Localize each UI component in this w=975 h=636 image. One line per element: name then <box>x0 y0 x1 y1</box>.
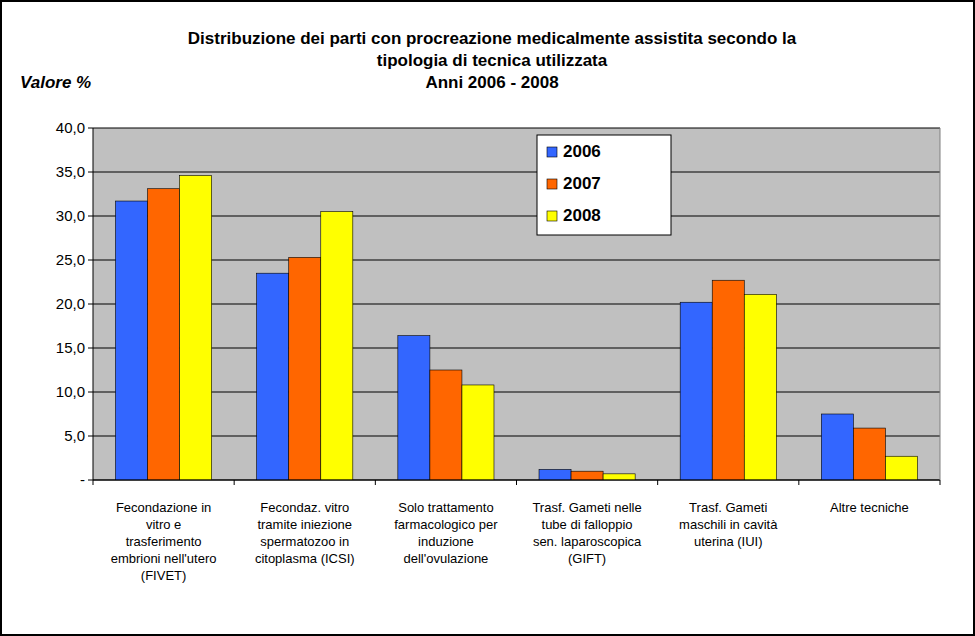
y-tick-label: 35,0 <box>56 163 85 180</box>
y-tick <box>88 172 93 173</box>
bar <box>571 471 603 480</box>
y-tick-label: 20,0 <box>56 295 85 312</box>
x-tick-label-line: maschili in cavità <box>679 517 778 532</box>
x-tick-label-line: (GIFT) <box>568 551 606 566</box>
y-tick-label: 10,0 <box>56 383 85 400</box>
title-line: Distribuzione dei parti con procreazione… <box>188 29 797 48</box>
y-tick <box>88 480 93 481</box>
x-tick-label: Trasf. Gameti maschili in cavità uterina (… <box>679 500 778 549</box>
x-tick-label-line: Trasf. Gameti <box>689 500 767 515</box>
x-tick-label-line: sen. laparoscopica <box>533 534 642 549</box>
bar <box>712 280 744 480</box>
x-tick <box>516 480 517 485</box>
x-tick <box>940 480 941 485</box>
x-tick-label-line: spermatozoo in <box>260 534 349 549</box>
legend-box <box>537 135 671 235</box>
x-tick-label-line: trasferimento <box>126 534 202 549</box>
y-tick-label: - <box>80 471 85 488</box>
x-tick-label-line: dell'ovulazione <box>403 551 488 566</box>
bar <box>680 302 712 480</box>
bar <box>430 370 462 480</box>
y-tick <box>88 436 93 437</box>
x-tick-label-line: tramite iniezione <box>257 517 352 532</box>
grid-line <box>93 172 940 173</box>
grid-line <box>93 216 940 217</box>
x-tick <box>234 480 235 485</box>
plot-border <box>940 128 941 480</box>
plot-area <box>93 128 940 480</box>
x-tick-label-line: induzione <box>418 534 474 549</box>
y-tick-label: 30,0 <box>56 207 85 224</box>
y-axis <box>93 128 94 480</box>
bar <box>603 474 635 480</box>
title: Distribuzione dei parti con procreazione… <box>188 29 797 70</box>
y-tick-label: 5,0 <box>64 427 85 444</box>
bar <box>257 273 289 480</box>
legend-swatch <box>547 147 557 157</box>
x-tick-label: Trasf. Gameti nelle tube di falloppio sen.… <box>532 500 642 566</box>
x-tick-label-line: (FIVET) <box>141 568 187 583</box>
x-tick-label-line: Trasf. Gameti nelle <box>532 500 641 515</box>
legend-label: 2007 <box>563 174 601 193</box>
legend: 2006 2007 2008 <box>537 135 671 235</box>
bar <box>821 414 853 480</box>
x-tick <box>657 480 658 485</box>
x-tick-label-line: Solo trattamento <box>398 500 493 515</box>
legend-label: 2006 <box>563 142 601 161</box>
x-tick <box>798 480 799 485</box>
y-tick <box>88 128 93 129</box>
bar <box>853 428 885 480</box>
x-tick-label: Fecondaz. vitro tramite iniezione spermato… <box>255 500 355 566</box>
x-tick-label-line: vitro e <box>146 517 181 532</box>
title-line: tipologia di tecnica utilizzata <box>377 51 608 70</box>
bar <box>116 201 148 480</box>
grid-line <box>93 304 940 305</box>
x-tick-label: Fecondazione in vitro e trasferimento embri… <box>111 500 217 583</box>
bar <box>321 212 353 480</box>
y-tick <box>88 260 93 261</box>
y-tick <box>88 216 93 217</box>
x-tick-label: Altre tecniche <box>830 500 909 515</box>
grid-line <box>93 260 940 261</box>
y-tick <box>88 304 93 305</box>
legend-swatch <box>547 211 557 221</box>
x-tick <box>93 480 94 485</box>
y-tick-label: 25,0 <box>56 251 85 268</box>
bar <box>462 385 494 480</box>
x-tick-label-line: Altre tecniche <box>830 500 909 515</box>
grid-line <box>93 128 940 129</box>
bars <box>116 176 918 480</box>
frame <box>1 1 974 635</box>
x-tick-label-line: tube di falloppio <box>542 517 633 532</box>
bar <box>289 257 321 480</box>
bar <box>148 189 180 480</box>
x-tick-label-line: uterina (IUI) <box>694 534 763 549</box>
y-tick <box>88 392 93 393</box>
y-axis-label: Valore % <box>20 73 91 92</box>
grid-line <box>93 392 940 393</box>
x-tick-label-line: Fecondaz. vitro <box>260 500 349 515</box>
bar <box>539 469 571 480</box>
bar <box>885 456 917 480</box>
chart: Distribuzione dei parti con procreazione… <box>0 0 975 636</box>
bar <box>398 336 430 480</box>
subtitle: Anni 2006 - 2008 <box>425 73 558 92</box>
y-tick-label: 15,0 <box>56 339 85 356</box>
x-tick <box>375 480 376 485</box>
x-tick-label-line: citoplasma (ICSI) <box>255 551 355 566</box>
x-tick-label-line: farmacologico per <box>394 517 498 532</box>
x-tick-label-line: Fecondazione in <box>116 500 211 515</box>
legend-swatch <box>547 179 557 189</box>
bar <box>180 176 212 480</box>
bar <box>744 294 776 480</box>
y-tick <box>88 348 93 349</box>
grid-line <box>93 348 940 349</box>
x-tick-label-line: embrioni nell'utero <box>111 551 217 566</box>
y-tick-label: 40,0 <box>56 119 85 136</box>
x-tick-label: Solo trattamento farmacologico per induzio… <box>394 500 498 566</box>
grid-line <box>93 436 940 437</box>
legend-label: 2008 <box>563 206 601 225</box>
